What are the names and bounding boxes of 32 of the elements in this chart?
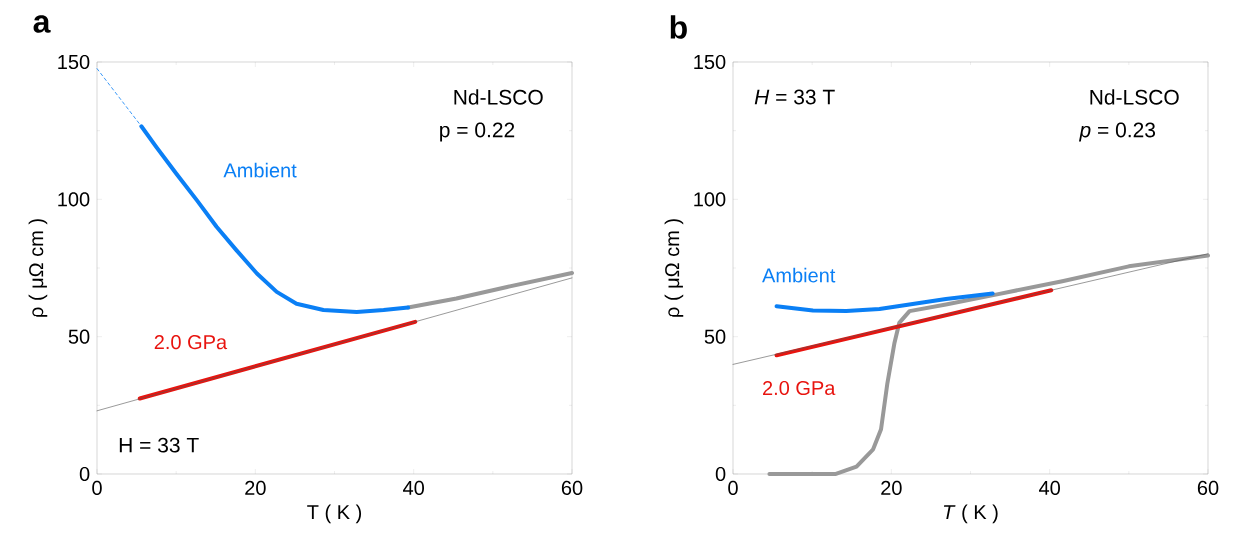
x-tick-label: 0 <box>92 480 102 495</box>
x-tick-label: 40 <box>1039 480 1060 495</box>
annotation: Nd-LSCO <box>454 89 543 105</box>
y-tick-label: 0 <box>715 466 726 482</box>
x-tick-label: 20 <box>881 480 902 495</box>
x-axis-title: T ( K ) <box>943 504 998 524</box>
y-tick-label: 150 <box>694 54 726 70</box>
series-label: Ambient <box>762 267 836 283</box>
x-tick-label: 60 <box>1197 480 1219 495</box>
y-axis-title: ρ ( μΩ cm ) <box>28 219 48 317</box>
y-tick-label: 100 <box>694 192 726 207</box>
y-tick-label: 100 <box>58 192 90 207</box>
x-tick-label: 40 <box>403 480 425 495</box>
x-axis-title: T ( K ) <box>307 504 362 524</box>
y-tick-label: 50 <box>704 329 726 344</box>
annotation: H = 33 T <box>754 89 835 105</box>
series-label: 2.0 GPa <box>763 380 836 396</box>
chart-title: a <box>33 15 51 33</box>
series-label: Ambient <box>223 162 297 178</box>
x-tick-label: 0 <box>728 480 738 495</box>
x-tick-label: 60 <box>561 480 583 495</box>
annotation: Nd-LSCO <box>1090 89 1179 105</box>
y-tick-label: 150 <box>58 54 90 70</box>
annotation: p = 0.22 <box>440 122 515 142</box>
x-tick-label: 20 <box>245 480 266 495</box>
annotation: p = 0.23 <box>1078 122 1156 142</box>
y-axis-title: ρ ( μΩ cm ) <box>664 219 684 317</box>
y-tick-label: 0 <box>79 466 90 482</box>
annotation: H = 33 T <box>119 437 199 453</box>
series-label: 2.0 GPa <box>154 335 228 350</box>
chart-title: b <box>670 15 687 39</box>
y-tick-label: 50 <box>68 329 90 344</box>
